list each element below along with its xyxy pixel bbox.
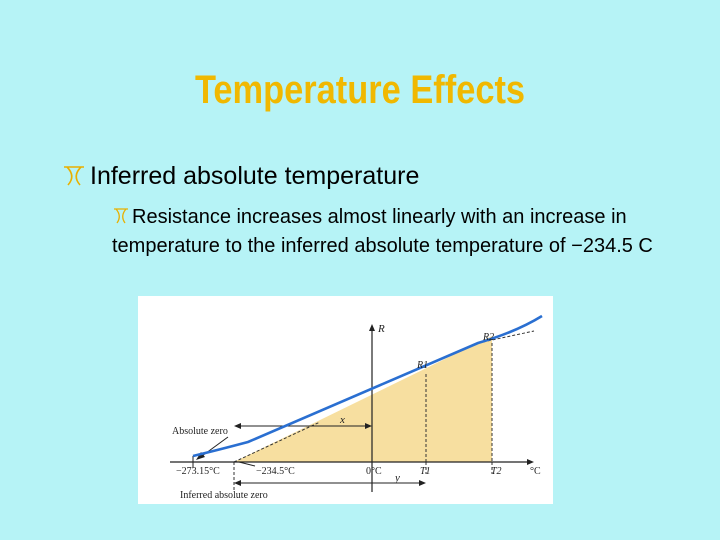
y-arrow-right: [419, 480, 426, 486]
sub-bullet-icon: [114, 208, 128, 224]
x-label: x: [339, 414, 345, 426]
resistance-axis-arrow: [369, 324, 375, 331]
bullet-level-2: Resistance increases almost linearly wit…: [112, 203, 672, 261]
shaded-area: [234, 336, 492, 462]
x-arrow-right: [365, 423, 372, 429]
bullet-level-2-text: Resistance increases almost linearly wit…: [112, 206, 653, 257]
y-arrow-left: [234, 480, 241, 486]
absolute-zero-pointer-head: [196, 452, 205, 460]
inferred-zero-tick-label: −234.5°C: [256, 466, 295, 477]
x-arrow-left: [234, 423, 241, 429]
slide-title: Temperature Effects: [194, 68, 526, 112]
r1-label: R1: [416, 360, 428, 371]
bullet-level-1-text: Inferred absolute temperature: [90, 162, 420, 190]
inferred-zero-pointer: [238, 461, 256, 467]
t2-label: T2: [491, 466, 502, 477]
resistance-temperature-diagram: R R1 R2 x y Absolute zero −273.15°C −234…: [170, 314, 543, 501]
absolute-zero-label: Absolute zero: [172, 426, 228, 437]
r2-label: R2: [482, 332, 494, 343]
zero-c-label: 0°C: [366, 466, 382, 477]
t1-label: T1: [420, 466, 431, 477]
inferred-absolute-zero-label: Inferred absolute zero: [180, 490, 268, 501]
r-axis-label: R: [377, 323, 385, 335]
resistance-curve: [192, 314, 543, 458]
resistance-temperature-figure: R R1 R2 x y Absolute zero −273.15°C −234…: [138, 296, 553, 504]
bullet-level-1: Inferred absolute temperature: [62, 162, 419, 191]
bullet-icon: [64, 166, 84, 186]
temperature-unit-label: °C: [530, 466, 541, 477]
extrapolation-line-low: [233, 421, 321, 463]
temperature-axis-arrow: [527, 459, 534, 465]
y-label: y: [394, 472, 400, 484]
abs-zero-tick-label: −273.15°C: [176, 466, 220, 477]
extrapolation-line-high: [477, 330, 535, 344]
